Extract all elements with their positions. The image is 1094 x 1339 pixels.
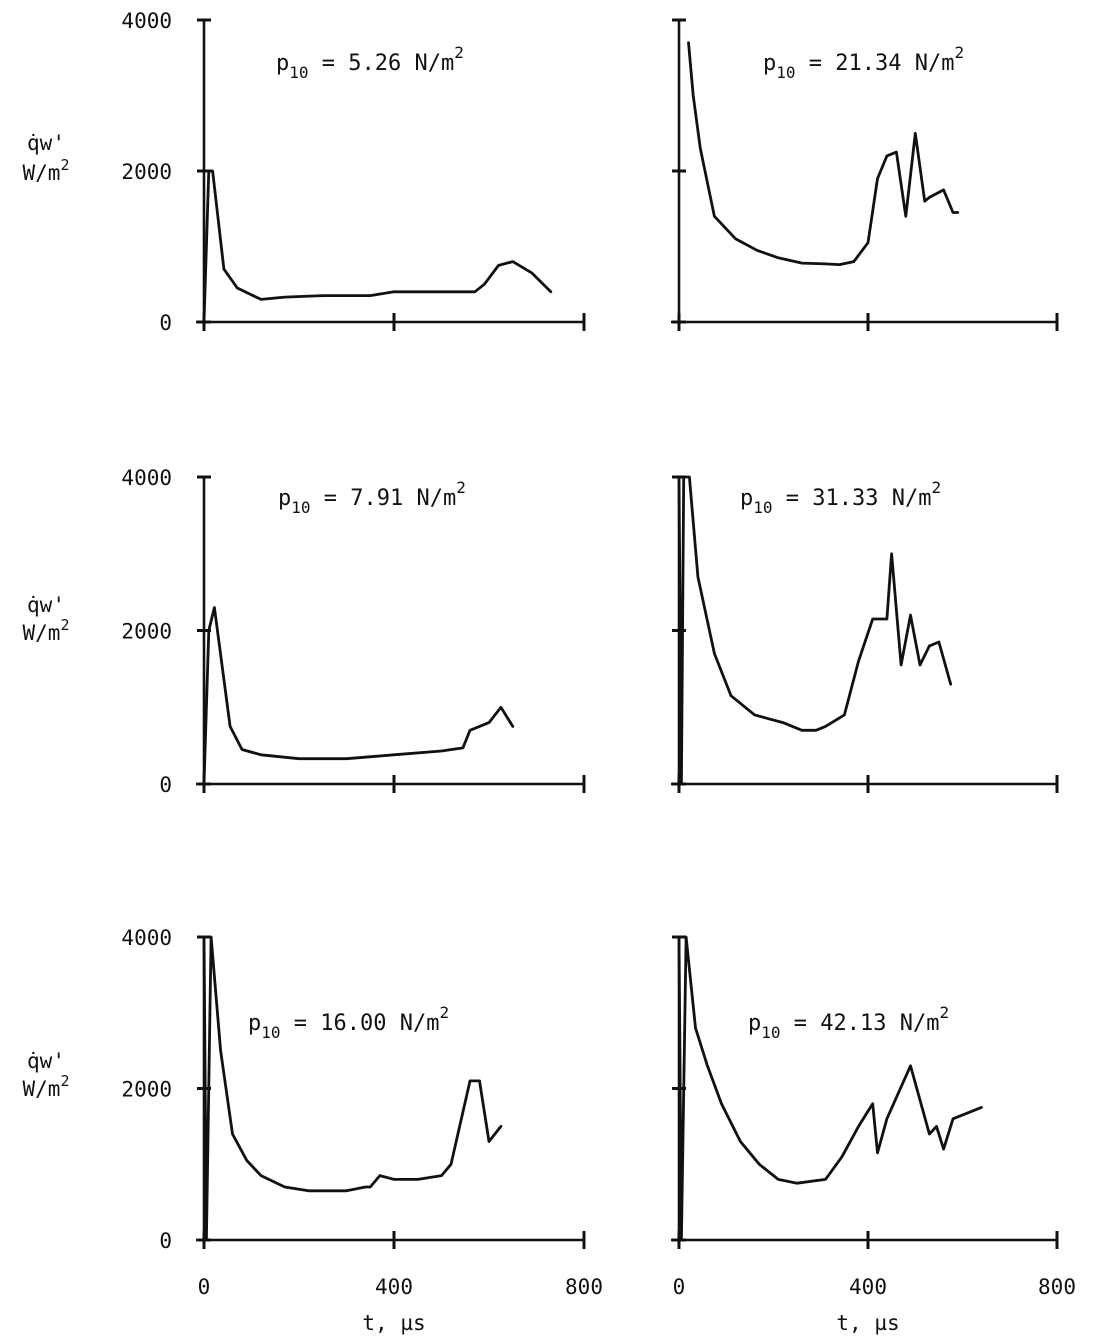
series-line bbox=[202, 935, 503, 1242]
y-tick-label: 0 bbox=[159, 773, 172, 797]
y-axis-units: W/m2 bbox=[23, 1072, 70, 1101]
chart-panel-1: 0 2000 4000 p10 = 5.26 N/m2 q̇w'W/m2 bbox=[23, 9, 586, 335]
x-tick-label: 0 bbox=[198, 1275, 211, 1299]
y-tick-label: 2000 bbox=[121, 1078, 172, 1102]
series-line bbox=[687, 41, 960, 267]
x-axis-label: t, µs bbox=[836, 1311, 899, 1335]
chart-panel-3: 0 2000 4000 p10 = 7.91 N/m2 q̇w'W/m2 bbox=[23, 466, 586, 797]
y-tick-label: 4000 bbox=[121, 466, 172, 490]
chart-panel-4: p10 = 31.33 N/m2 bbox=[671, 475, 1059, 793]
y-tick-label: 2000 bbox=[121, 160, 172, 184]
y-axis-units: W/m2 bbox=[23, 156, 70, 185]
x-axis-label: t, µs bbox=[362, 1311, 425, 1335]
series-line bbox=[202, 606, 515, 786]
y-axis-label: q̇w' bbox=[27, 593, 65, 617]
y-tick-label: 0 bbox=[159, 1229, 172, 1253]
x-tick-label: 800 bbox=[1038, 1275, 1076, 1299]
panel-title: p10 = 16.00 N/m2 bbox=[248, 1003, 449, 1042]
x-tick-label: 800 bbox=[565, 1275, 603, 1299]
series-line bbox=[202, 169, 553, 324]
panel-title: p10 = 7.91 N/m2 bbox=[278, 478, 466, 517]
y-tick-label: 2000 bbox=[121, 620, 172, 644]
y-axis-label: q̇w' bbox=[27, 1049, 65, 1073]
panel-title: p10 = 31.33 N/m2 bbox=[740, 478, 941, 517]
x-tick-label: 400 bbox=[849, 1275, 887, 1299]
y-axis-label: q̇w' bbox=[27, 131, 65, 155]
x-tick-label: 400 bbox=[375, 1275, 413, 1299]
x-tick-label: 0 bbox=[673, 1275, 686, 1299]
chart-panel-2: p10 = 21.34 N/m2 bbox=[671, 18, 1059, 331]
y-tick-label: 4000 bbox=[121, 926, 172, 950]
y-tick-label: 4000 bbox=[121, 9, 172, 33]
panel-title: p10 = 21.34 N/m2 bbox=[763, 43, 964, 82]
chart-panel-6: 0 400 800 p10 = 42.13 N/m2 t, µs bbox=[671, 935, 1076, 1335]
series-line bbox=[677, 475, 953, 786]
chart-panel-5: 0 2000 4000 0 400 800 p10 = 16.00 N/m2 q̇w'W/m2… bbox=[23, 926, 603, 1335]
series-line bbox=[677, 935, 983, 1242]
panel-title: p10 = 42.13 N/m2 bbox=[748, 1003, 949, 1042]
y-tick-label: 0 bbox=[159, 311, 172, 335]
panel-title: p10 = 5.26 N/m2 bbox=[276, 43, 464, 82]
y-axis-units: W/m2 bbox=[23, 616, 70, 645]
